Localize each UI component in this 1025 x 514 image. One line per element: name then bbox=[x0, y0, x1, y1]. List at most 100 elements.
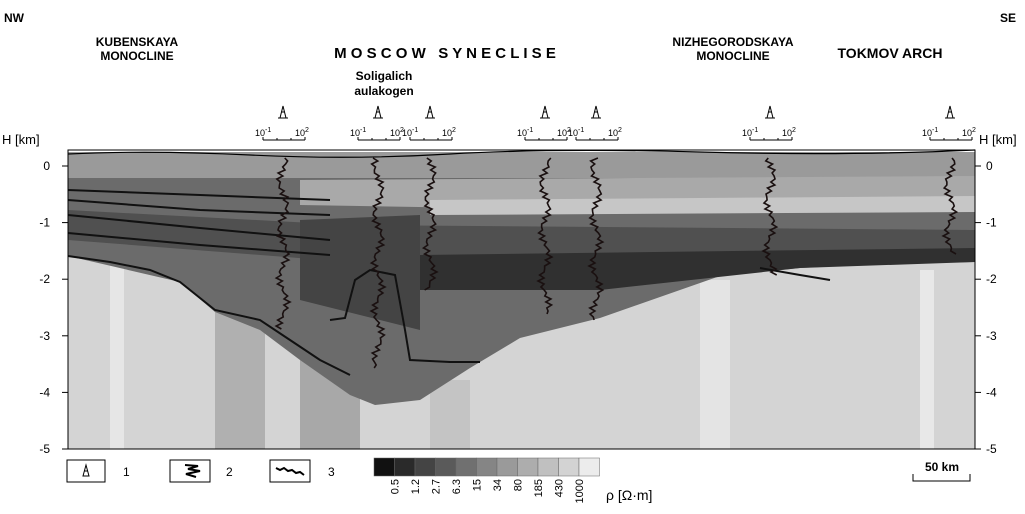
log-base: 10 bbox=[442, 128, 452, 138]
well-log bbox=[274, 157, 292, 330]
tick-label: 0 bbox=[986, 159, 993, 173]
log-exp: 2 bbox=[305, 127, 309, 134]
color-swatch bbox=[558, 457, 580, 477]
region-label: NIZHEGORODSKAYA bbox=[672, 35, 793, 49]
scale-label: 15 bbox=[472, 479, 484, 491]
color-swatch bbox=[578, 457, 600, 477]
scale-label: 6.3 bbox=[451, 479, 463, 494]
log-base: 10 bbox=[922, 128, 932, 138]
region-label: MONOCLINE bbox=[696, 49, 769, 63]
log-scale-label: 10-1 bbox=[568, 127, 584, 138]
scale-label: 430 bbox=[554, 479, 566, 497]
relief bbox=[67, 149, 976, 158]
log-scale-label: 102 bbox=[295, 127, 309, 138]
log-base: 10 bbox=[608, 128, 618, 138]
log-scale-label: 102 bbox=[557, 127, 571, 138]
log-exp: -1 bbox=[752, 127, 758, 134]
layer bbox=[430, 196, 975, 215]
log-exp: 2 bbox=[618, 127, 622, 134]
log-scale bbox=[575, 137, 619, 141]
log-scale-label: 102 bbox=[608, 127, 622, 138]
log-exp: 2 bbox=[452, 127, 456, 134]
log-scale-label: 10-1 bbox=[402, 127, 418, 138]
log-exp: 2 bbox=[400, 127, 404, 134]
log-scale bbox=[749, 137, 793, 141]
log-exp: 2 bbox=[792, 127, 796, 134]
tick-label: -3 bbox=[39, 329, 50, 343]
tick-label: -1 bbox=[39, 216, 50, 230]
scale-label: 0.5 bbox=[390, 479, 402, 494]
log-base: 10 bbox=[557, 128, 567, 138]
scale-label: 1.2 bbox=[410, 479, 422, 494]
tick-label: 0 bbox=[43, 159, 50, 173]
stripe bbox=[430, 380, 470, 449]
log-scale-label: 102 bbox=[962, 127, 976, 138]
frame bbox=[67, 149, 976, 450]
log-base: 10 bbox=[517, 128, 527, 138]
log-exp: -1 bbox=[578, 127, 584, 134]
scale-unit: ρ [Ω·m] bbox=[606, 487, 652, 503]
scale-bar bbox=[912, 474, 971, 482]
log-exp: -1 bbox=[412, 127, 418, 134]
log-base: 10 bbox=[568, 128, 578, 138]
color-swatch bbox=[537, 457, 559, 477]
tick-label: -3 bbox=[986, 329, 997, 343]
log-base: 10 bbox=[390, 128, 400, 138]
region-label: MONOCLINE bbox=[100, 49, 173, 63]
color-swatch bbox=[496, 457, 518, 477]
log-scale-label: 10-1 bbox=[922, 127, 938, 138]
log-base: 10 bbox=[402, 128, 412, 138]
well-icon bbox=[945, 105, 955, 119]
color-swatch bbox=[435, 457, 457, 477]
well-log bbox=[761, 157, 779, 276]
well-icon bbox=[765, 105, 775, 119]
direction-label: NW bbox=[4, 11, 25, 25]
stripe bbox=[110, 255, 124, 449]
scale-label: 80 bbox=[513, 479, 525, 491]
section bbox=[67, 149, 976, 450]
tick-label: -4 bbox=[39, 385, 50, 399]
tick-label: -2 bbox=[39, 272, 50, 286]
well-icon bbox=[82, 463, 90, 477]
region-label: Soligalich bbox=[356, 69, 413, 83]
layer bbox=[300, 215, 420, 330]
log-scale bbox=[357, 137, 401, 141]
axis-label: H [km] bbox=[2, 132, 40, 147]
region-label: aulakogen bbox=[354, 84, 413, 98]
log-base: 10 bbox=[962, 128, 972, 138]
log-scale-label: 10-1 bbox=[350, 127, 366, 138]
color-swatch bbox=[414, 457, 436, 477]
well-icon bbox=[591, 105, 601, 119]
direction-label: SE bbox=[1000, 11, 1016, 25]
well-log bbox=[369, 157, 387, 369]
log-scale-label: 10-1 bbox=[517, 127, 533, 138]
log-base: 10 bbox=[255, 128, 265, 138]
log-exp: -1 bbox=[360, 127, 366, 134]
stripe bbox=[920, 270, 934, 449]
log-scale-label: 10-1 bbox=[742, 127, 758, 138]
fault bbox=[329, 268, 480, 363]
region-label: M O S C O W S Y N E C L I S E bbox=[334, 45, 556, 62]
log-scale-label: 102 bbox=[442, 127, 456, 138]
region-label: KUBENSKAYA bbox=[96, 35, 179, 49]
horizon-icon bbox=[275, 466, 305, 476]
axis-label: H [km] bbox=[979, 132, 1017, 147]
color-swatch bbox=[373, 457, 395, 477]
tick-label: -5 bbox=[986, 442, 997, 456]
log-scale-label: 10-1 bbox=[255, 127, 271, 138]
well-icon bbox=[540, 105, 550, 119]
scale-label: 185 bbox=[533, 479, 545, 497]
log-scale bbox=[524, 137, 568, 141]
scale-label: 1000 bbox=[574, 479, 586, 503]
log-scale bbox=[929, 137, 973, 141]
color-swatch bbox=[476, 457, 498, 477]
log-exp: -1 bbox=[265, 127, 271, 134]
log-exp: -1 bbox=[527, 127, 533, 134]
stripe bbox=[700, 280, 730, 449]
log-exp: -1 bbox=[932, 127, 938, 134]
legend-label: 2 bbox=[226, 465, 233, 479]
well-icon bbox=[373, 105, 383, 119]
log-exp: 2 bbox=[567, 127, 571, 134]
log-base: 10 bbox=[295, 128, 305, 138]
